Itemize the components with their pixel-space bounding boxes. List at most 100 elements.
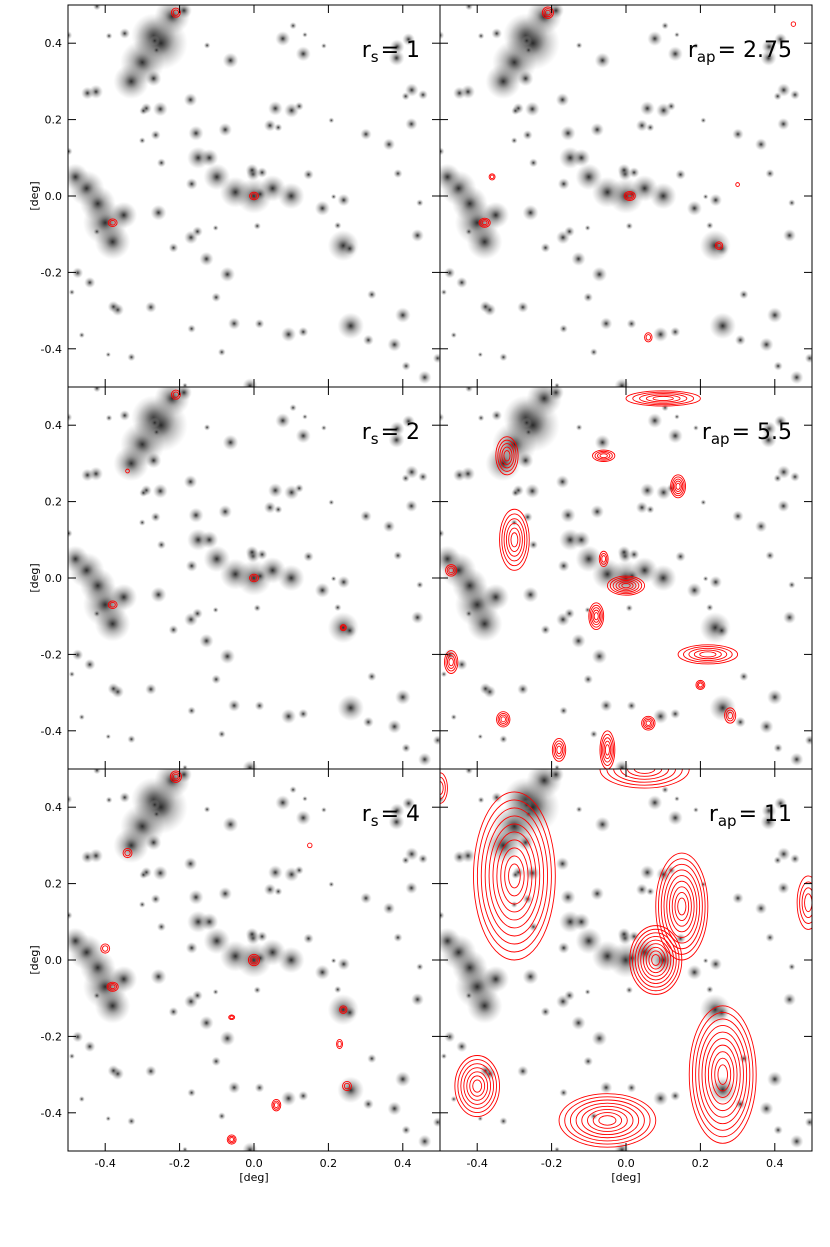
contour	[503, 450, 511, 462]
source	[342, 1005, 357, 1020]
source	[274, 505, 283, 514]
source	[84, 276, 96, 289]
source	[564, 226, 575, 237]
contour	[107, 218, 118, 228]
source	[298, 708, 309, 720]
source	[93, 610, 101, 618]
source	[521, 417, 532, 428]
source	[626, 318, 637, 329]
contour	[463, 1067, 492, 1105]
source	[105, 796, 113, 804]
source	[440, 163, 461, 191]
source	[788, 581, 796, 589]
source	[93, 992, 101, 1000]
source	[295, 810, 311, 826]
source	[68, 163, 89, 191]
source	[686, 964, 703, 980]
contour	[271, 1098, 282, 1112]
source	[152, 46, 161, 54]
source	[328, 499, 335, 506]
source	[382, 138, 396, 151]
contour	[696, 681, 705, 689]
source	[491, 28, 503, 39]
contour	[342, 1081, 352, 1092]
source	[652, 326, 669, 342]
source	[387, 719, 402, 734]
source	[152, 428, 161, 436]
contour	[604, 744, 610, 756]
source	[113, 445, 150, 482]
source	[337, 193, 351, 207]
source	[242, 378, 258, 387]
source	[776, 465, 791, 479]
source	[560, 125, 576, 141]
source	[68, 545, 89, 573]
source	[149, 417, 160, 428]
source	[554, 1146, 560, 1151]
source	[686, 582, 703, 598]
source	[404, 465, 419, 479]
source	[789, 370, 804, 385]
source	[337, 575, 351, 589]
source	[450, 331, 457, 339]
contour	[497, 439, 517, 472]
source	[761, 803, 777, 819]
source	[277, 182, 305, 210]
x-tick-label: -0.4	[94, 1157, 115, 1170]
source	[303, 169, 314, 180]
contour	[337, 1040, 342, 1048]
source	[646, 505, 655, 514]
source	[134, 16, 188, 70]
contour	[499, 508, 530, 571]
source	[321, 424, 327, 431]
source	[72, 649, 84, 661]
source	[522, 130, 533, 141]
contour	[592, 449, 616, 462]
source	[188, 125, 204, 141]
contour	[642, 943, 669, 977]
source	[686, 200, 703, 216]
contour	[228, 1014, 236, 1021]
source	[93, 769, 101, 775]
contour	[440, 772, 448, 804]
source	[211, 1056, 222, 1067]
source	[93, 387, 101, 393]
source	[656, 484, 672, 500]
source	[227, 699, 241, 712]
contour	[480, 807, 548, 945]
contour	[250, 575, 258, 581]
contour	[672, 478, 684, 495]
source	[119, 410, 131, 421]
contour	[581, 1105, 634, 1136]
source	[152, 101, 168, 117]
contour	[249, 573, 259, 583]
source	[94, 987, 131, 1024]
source	[559, 706, 568, 715]
source	[183, 856, 198, 871]
source	[284, 102, 300, 118]
contour	[695, 1018, 751, 1131]
source	[94, 605, 131, 642]
source	[571, 251, 586, 267]
source	[192, 608, 203, 619]
source	[389, 803, 405, 819]
source	[460, 84, 476, 99]
source	[661, 786, 669, 794]
source	[804, 1117, 812, 1128]
source	[522, 586, 539, 603]
contour	[600, 552, 608, 565]
source	[127, 1117, 136, 1126]
source	[777, 881, 790, 895]
y-tick-label: 0.0	[45, 190, 63, 203]
source	[557, 559, 570, 572]
contour	[108, 983, 118, 991]
contour	[632, 928, 680, 992]
source	[456, 1040, 468, 1053]
source	[416, 199, 424, 207]
source	[625, 604, 633, 612]
source	[528, 540, 538, 550]
source	[168, 242, 179, 253]
source	[334, 603, 342, 612]
source	[440, 529, 445, 538]
source	[314, 200, 331, 216]
